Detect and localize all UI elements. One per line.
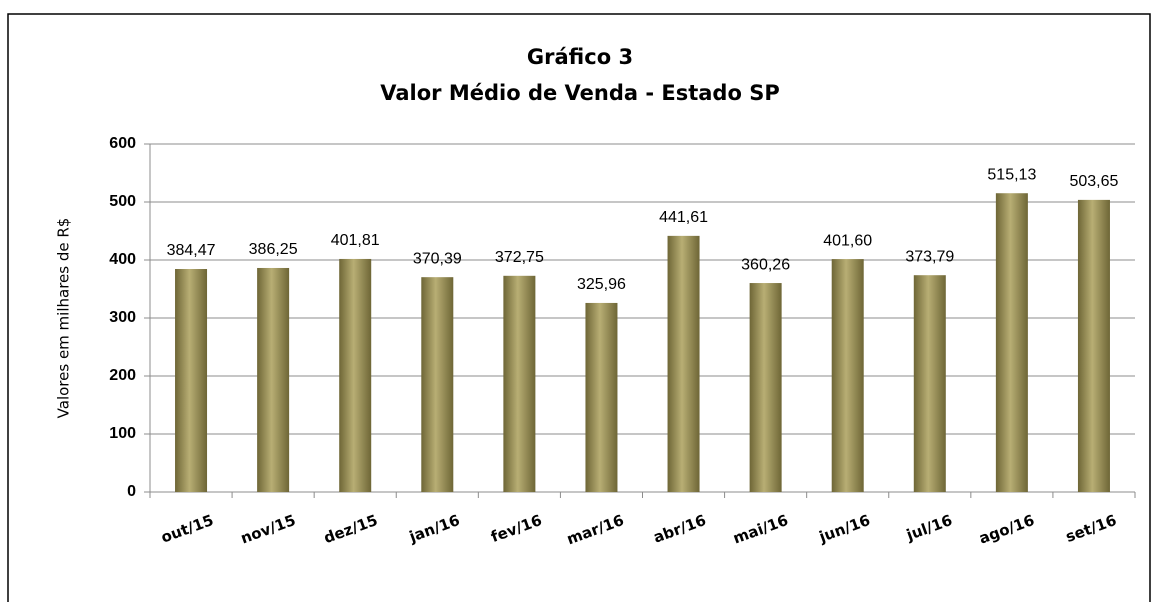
value-label: 386,25 — [249, 241, 298, 258]
x-tick-label: mar/16 — [564, 511, 626, 548]
y-tick-label: 300 — [109, 309, 136, 326]
bar — [831, 259, 864, 492]
value-label: 384,47 — [167, 242, 216, 259]
x-tick-label: abr/16 — [651, 511, 708, 547]
bar — [667, 235, 700, 492]
value-label: 373,79 — [905, 248, 954, 265]
value-label: 401,60 — [823, 232, 872, 249]
bar — [1077, 199, 1110, 492]
value-label: 325,96 — [577, 276, 626, 293]
value-label: 401,81 — [331, 232, 380, 249]
x-tick-label: jan/16 — [406, 511, 462, 546]
bar — [175, 269, 208, 492]
y-tick-label: 400 — [109, 251, 136, 268]
value-label: 360,26 — [741, 256, 790, 273]
x-tick-label: jul/16 — [903, 511, 955, 544]
bar — [421, 277, 454, 492]
x-tick-label: fev/16 — [488, 511, 544, 546]
y-tick-label: 0 — [127, 483, 136, 500]
value-label: 503,65 — [1069, 173, 1118, 190]
y-tick-label: 200 — [109, 367, 136, 384]
x-tick-label: ago/16 — [977, 511, 1037, 548]
bar — [913, 275, 946, 492]
value-label: 515,13 — [987, 166, 1036, 183]
bar — [995, 193, 1028, 492]
y-tick-label: 600 — [109, 135, 136, 152]
value-label: 441,61 — [659, 209, 708, 226]
bar — [585, 302, 618, 492]
value-label: 372,75 — [495, 249, 544, 266]
bar — [257, 267, 290, 492]
bar — [339, 258, 372, 492]
x-tick-label: nov/15 — [238, 511, 298, 547]
x-tick-label: out/15 — [159, 511, 216, 547]
bar — [749, 283, 782, 492]
x-tick-label: set/16 — [1063, 511, 1119, 546]
y-tick-label: 100 — [109, 425, 136, 442]
chart-subtitle: Valor Médio de Venda - Estado SP — [380, 81, 779, 105]
x-tick-label: jun/16 — [816, 511, 873, 546]
chart-title: Gráfico 3 — [527, 45, 633, 69]
bar — [503, 275, 536, 492]
x-tick-label: mai/16 — [731, 511, 791, 547]
x-tick-label: dez/15 — [321, 511, 380, 547]
y-axis-label: Valores em milhares de R$ — [55, 218, 73, 419]
frame — [7, 13, 1151, 602]
value-label: 370,39 — [413, 250, 462, 267]
y-tick-label: 500 — [109, 193, 136, 210]
